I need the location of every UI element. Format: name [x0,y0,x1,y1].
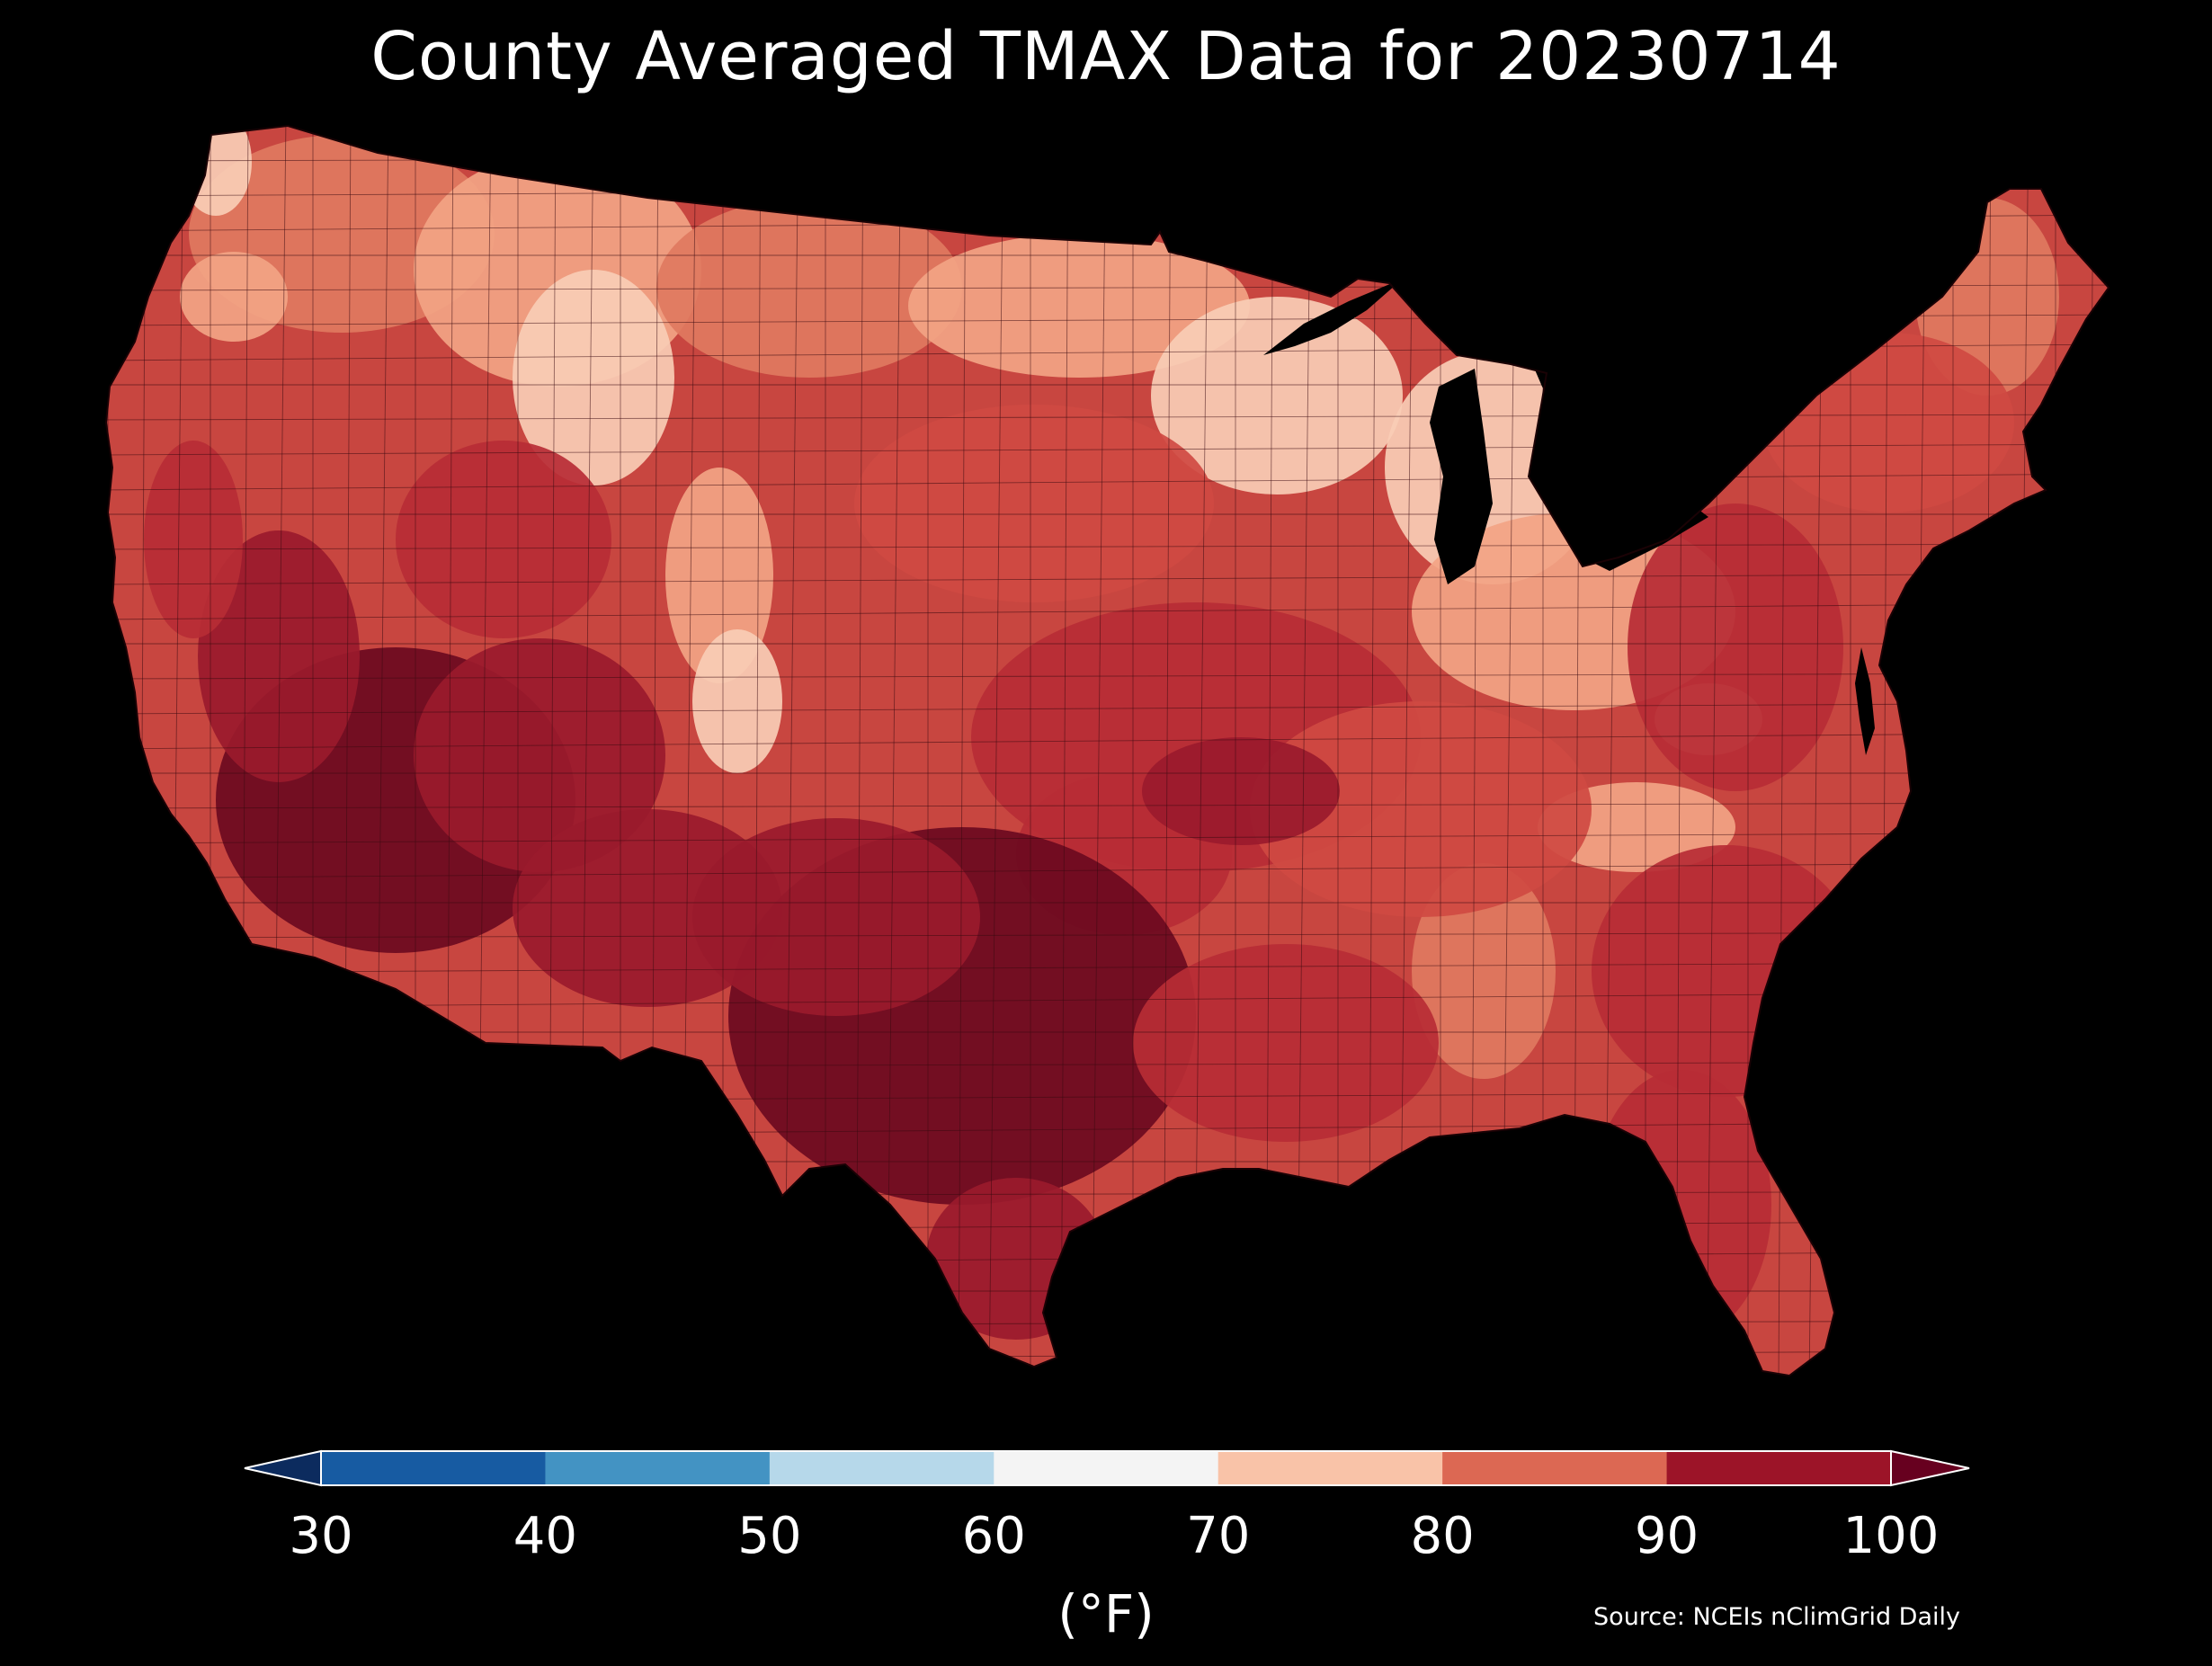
county-line-v [1091,126,1107,1376]
county-line-v [958,126,967,1376]
colorbar-tick-40: 40 [513,1507,578,1565]
colorbar-frame [320,1450,1892,1486]
county-line-h [106,931,2109,939]
county-line-h [106,473,2109,491]
temperature-region-31 [692,818,980,1016]
colorbar-bin-50-60 [769,1451,995,1485]
colorbar-bin-30-40 [321,1451,546,1485]
temperature-region-4 [665,468,773,683]
county-line-h [106,861,2109,879]
chesapeake-bay [1855,647,1875,755]
temperature-region-34 [1142,737,1340,845]
county-line-v [855,126,864,1376]
colorbar-tick-70: 70 [1186,1507,1251,1565]
temperature-region-2 [513,270,674,486]
temperature-region-3 [656,198,962,378]
county-line-h [106,573,2109,585]
temperature-region-9 [1151,297,1403,494]
county-line-h [106,702,2109,715]
temperature-region-25 [414,638,665,872]
temperature-region-27 [144,441,243,638]
county-line-v [1163,126,1172,1376]
county-line-h [106,802,2109,809]
colorbar-tick-80: 80 [1410,1507,1475,1565]
temperature-region-6 [180,252,288,342]
colorbar-bins [321,1451,1892,1485]
temperature-region-8 [908,234,1250,378]
temperature-region-16 [1412,863,1556,1079]
colorbar-bin-40-50 [545,1451,771,1485]
colorbar-under-extension [244,1449,322,1487]
colorbar-unit-label: (°F) [1057,1583,1155,1644]
temperature-region-28 [396,441,611,638]
temperature-region-17 [854,405,1214,602]
county-line-h [106,732,2109,750]
temperature-field [144,126,2059,1340]
county-line-v [1060,126,1069,1376]
temperature-region-5 [692,629,782,773]
colorbar-bin-90-100 [1666,1451,1892,1485]
county-line-h [106,673,2109,680]
colorbar-bin-80-90 [1442,1451,1668,1485]
colorbar-tick-90: 90 [1634,1507,1699,1565]
county-line-v [988,126,1004,1376]
colorbar-over-extension [1890,1449,1970,1487]
county-line-h [106,832,2109,844]
colorbar-tick-30: 30 [289,1507,353,1565]
great-lakes [1263,279,1875,755]
temperature-region-26 [198,530,360,782]
county-line-v [886,126,902,1376]
county-line-h [106,543,2109,550]
county-line-v [783,126,799,1376]
source-credit: Source: NCEIs nClimGrid Daily [1593,1603,1960,1631]
colorbar-bin-60-70 [994,1451,1219,1485]
colorbar-bin-70-80 [1217,1451,1443,1485]
temperature-region-33 [1133,944,1439,1142]
temperature-region-19 [1250,701,1592,917]
lake-michigan [1430,369,1493,584]
lake-superior [1263,279,1403,355]
colorbar-tick-100: 100 [1842,1507,1940,1565]
county-line-h [106,443,2109,456]
map-title: County Averaged TMAX Data for 20230714 [370,18,1842,95]
colorbar-tick-50: 50 [737,1507,802,1565]
county-line-h [106,602,2109,620]
colorbar-tick-60: 60 [961,1507,1026,1565]
lake-huron [1529,355,1610,450]
lake-erie [1583,503,1708,571]
